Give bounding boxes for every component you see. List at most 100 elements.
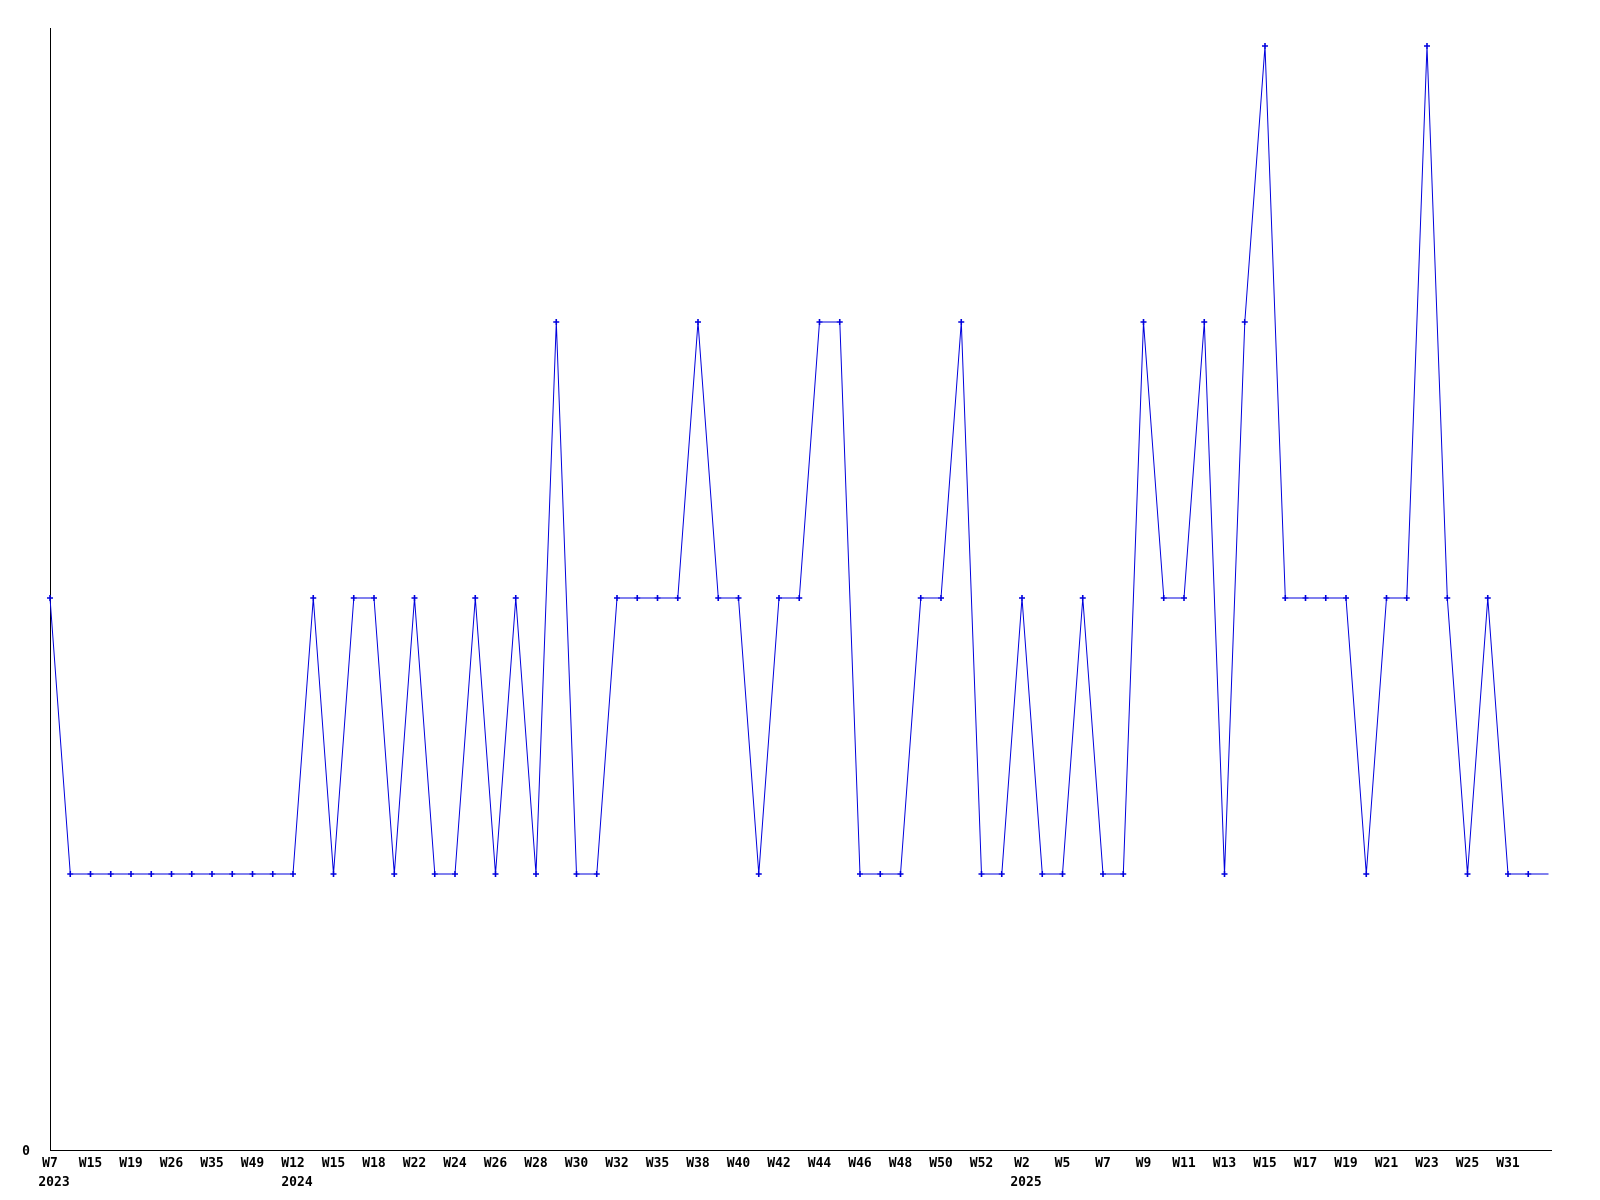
x-tick-label: W2 bbox=[1014, 1156, 1030, 1171]
y-zero-label: 0 bbox=[22, 1144, 30, 1159]
data-point-marker bbox=[654, 595, 661, 601]
x-tick-label: W26 bbox=[484, 1156, 508, 1171]
x-tick-label: W38 bbox=[686, 1156, 710, 1171]
x-tick-label: W50 bbox=[929, 1156, 953, 1171]
data-point-marker bbox=[128, 871, 134, 877]
data-point-marker bbox=[1343, 595, 1349, 601]
year-labels: 2023 2024 2025 bbox=[38, 1175, 1041, 1190]
x-tick-label: W30 bbox=[565, 1156, 589, 1171]
data-point-marker bbox=[350, 595, 357, 601]
x-tick-label: W13 bbox=[1213, 1156, 1236, 1171]
data-point-marker bbox=[1444, 595, 1451, 601]
x-tick-label: W15 bbox=[1253, 1156, 1276, 1171]
data-point-marker bbox=[998, 871, 1005, 877]
data-point-marker bbox=[1181, 595, 1187, 601]
data-point-marker bbox=[836, 319, 843, 325]
data-point-marker bbox=[674, 595, 681, 601]
data-point-marker bbox=[1059, 871, 1066, 877]
data-point-marker bbox=[229, 871, 236, 877]
x-tick-label: W9 bbox=[1136, 1156, 1152, 1171]
data-point-marker bbox=[452, 871, 458, 877]
data-point-marker bbox=[1160, 595, 1167, 601]
data-point-marker bbox=[1282, 595, 1289, 601]
data-point-marker bbox=[330, 871, 337, 877]
data-point-marker bbox=[269, 871, 276, 877]
axes bbox=[50, 28, 1552, 1151]
data-point-marker bbox=[1363, 871, 1370, 877]
data-point-marker bbox=[877, 871, 884, 877]
data-point-marker bbox=[715, 595, 722, 601]
x-tick-label: W19 bbox=[1334, 1156, 1357, 1171]
x-tick-label: W28 bbox=[524, 1156, 548, 1171]
data-point-marker bbox=[310, 595, 317, 601]
x-tick-label: W42 bbox=[767, 1156, 790, 1171]
data-point-marker bbox=[371, 595, 377, 601]
x-tick-label: W48 bbox=[889, 1156, 913, 1171]
x-tick-label: W18 bbox=[362, 1156, 386, 1171]
data-point-marker bbox=[695, 319, 701, 325]
point-markers bbox=[47, 43, 1532, 877]
data-point-marker bbox=[1403, 595, 1410, 601]
data-point-marker bbox=[857, 871, 863, 877]
x-tick-label: W25 bbox=[1456, 1156, 1479, 1171]
x-tick-label: W5 bbox=[1055, 1156, 1071, 1171]
data-point-marker bbox=[47, 595, 53, 601]
data-point-marker bbox=[249, 871, 256, 877]
data-point-marker bbox=[1484, 595, 1491, 601]
data-point-marker bbox=[978, 871, 985, 877]
data-point-marker bbox=[553, 319, 560, 325]
year-label: 2025 bbox=[1010, 1175, 1041, 1190]
x-tick-label: W11 bbox=[1172, 1156, 1196, 1171]
data-point-marker bbox=[755, 871, 762, 877]
x-tick-label: W24 bbox=[443, 1156, 467, 1171]
data-point-marker bbox=[1019, 595, 1025, 601]
year-label: 2023 bbox=[38, 1175, 69, 1190]
x-tick-label: W7 bbox=[1095, 1156, 1111, 1171]
data-point-marker bbox=[897, 871, 904, 877]
data-point-marker bbox=[1525, 871, 1532, 877]
x-tick-label: W12 bbox=[281, 1156, 304, 1171]
data-point-marker bbox=[411, 595, 418, 601]
data-point-marker bbox=[958, 319, 965, 325]
data-line bbox=[49, 45, 1549, 875]
year-label: 2024 bbox=[281, 1175, 312, 1190]
x-tick-label: W46 bbox=[848, 1156, 872, 1171]
series-line bbox=[49, 45, 1549, 875]
data-point-marker bbox=[148, 871, 155, 877]
x-tick-label: W15 bbox=[79, 1156, 102, 1171]
x-tick-label: W21 bbox=[1375, 1156, 1399, 1171]
x-tick-label: W35 bbox=[646, 1156, 669, 1171]
data-point-marker bbox=[87, 871, 94, 877]
data-point-marker bbox=[1221, 871, 1228, 877]
data-point-marker bbox=[1100, 871, 1106, 877]
data-point-marker bbox=[1140, 319, 1147, 325]
x-tick-label: W35 bbox=[200, 1156, 223, 1171]
data-point-marker bbox=[107, 871, 114, 877]
data-point-marker bbox=[1262, 43, 1268, 49]
x-tick-label: W15 bbox=[322, 1156, 345, 1171]
x-tick-label: W7 bbox=[42, 1156, 58, 1171]
data-point-marker bbox=[431, 871, 438, 877]
x-tick-label: W44 bbox=[808, 1156, 832, 1171]
data-point-marker bbox=[290, 871, 296, 877]
data-point-marker bbox=[917, 595, 924, 601]
x-tick-label: W22 bbox=[403, 1156, 426, 1171]
data-point-marker bbox=[1241, 319, 1248, 325]
data-point-marker bbox=[1201, 319, 1208, 325]
data-point-marker bbox=[533, 871, 539, 877]
data-point-marker bbox=[1464, 871, 1471, 877]
data-point-marker bbox=[1079, 595, 1086, 601]
data-point-marker bbox=[168, 871, 175, 877]
x-tick-labels: W7 W15 W19 W26 W35 W49 W12 W15 W18 W22 W24 W26 W28 W3… bbox=[42, 1156, 1520, 1171]
x-tick-label: W40 bbox=[727, 1156, 751, 1171]
x-tick-label: W31 bbox=[1496, 1156, 1520, 1171]
x-tick-label: W26 bbox=[160, 1156, 184, 1171]
data-point-marker bbox=[67, 871, 74, 877]
data-point-marker bbox=[735, 595, 742, 601]
data-point-marker bbox=[209, 871, 215, 877]
data-point-marker bbox=[512, 595, 519, 601]
data-point-marker bbox=[492, 871, 499, 877]
data-point-marker bbox=[188, 871, 195, 877]
